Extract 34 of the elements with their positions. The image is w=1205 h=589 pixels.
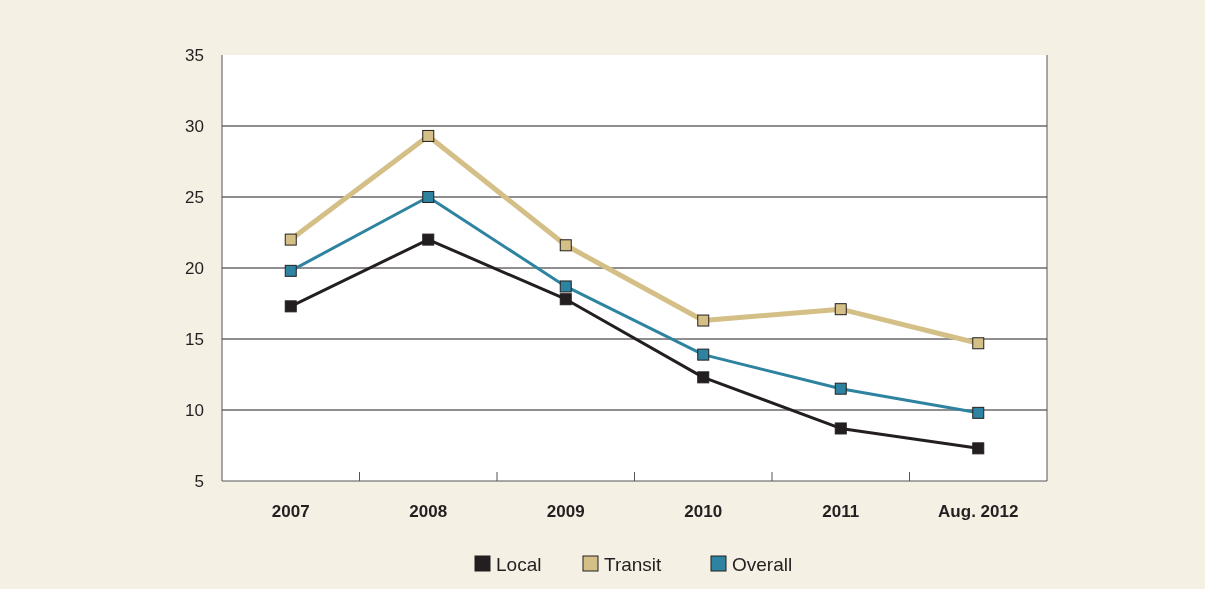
point [284,233,297,246]
point [972,406,985,419]
point [559,239,572,252]
point [972,337,985,350]
point [834,422,847,435]
point [697,348,710,361]
point [972,442,985,455]
point [559,280,572,293]
point [284,264,297,277]
point [697,314,710,327]
x-tick-label: Aug. 2012 [938,502,1019,521]
point [422,191,435,203]
point [422,129,435,142]
y-tick-label: 25 [185,187,204,207]
x-tick-label: 2010 [684,502,723,521]
point [697,371,710,384]
y-tick-label: 20 [185,258,204,278]
y-tick-label: 10 [185,400,204,420]
x-tick-label: 2008 [409,502,448,521]
point [422,233,435,246]
legend-label: Local [496,553,542,575]
y-tick-label: 35 [185,45,204,65]
legend-label: Transit [604,553,663,575]
x-tick-label: 2009 [546,502,585,521]
x-tick-label: 2011 [822,502,860,521]
y-tick-label: 30 [185,116,204,136]
legend-label: Overall [732,553,793,575]
point [559,293,572,306]
point [834,382,847,395]
x-tick-label: 2007 [271,502,310,521]
point [284,300,297,313]
y-tick-label: 5 [194,471,204,491]
y-tick-label: 15 [185,329,204,349]
point [834,303,847,316]
